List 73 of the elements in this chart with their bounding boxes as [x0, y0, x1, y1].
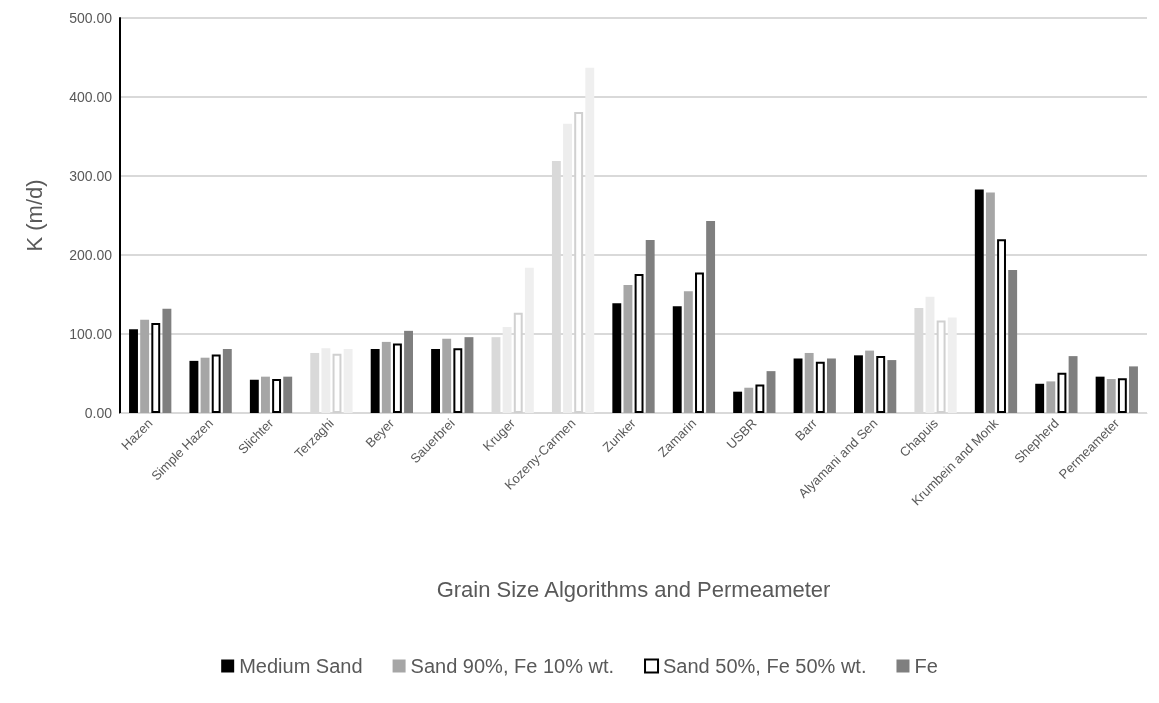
bar — [706, 221, 716, 413]
bar — [672, 306, 682, 413]
bar — [826, 358, 836, 413]
bar — [442, 338, 452, 413]
bar — [211, 354, 221, 413]
y-tick-label: 400.00 — [69, 89, 113, 105]
bar — [585, 67, 595, 413]
bar — [974, 189, 984, 413]
bar — [887, 360, 897, 413]
bar — [453, 348, 463, 413]
bar — [1106, 379, 1116, 413]
bar — [563, 123, 572, 413]
bar — [343, 349, 353, 413]
bar — [140, 319, 150, 413]
x-axis-title: Grain Size Algorithms and Permeameter — [436, 576, 831, 602]
bar — [925, 296, 935, 413]
bar — [404, 330, 413, 413]
bar — [733, 391, 743, 413]
bar — [464, 337, 474, 413]
y-tick-label: 500.00 — [69, 10, 113, 26]
y-tick-label: 300.00 — [69, 168, 113, 184]
bar — [634, 273, 644, 413]
y-axis-title: K (m/d) — [21, 179, 47, 252]
bar — [261, 376, 270, 413]
bar — [1008, 270, 1018, 413]
legend-label: Medium Sand — [239, 655, 363, 677]
bar — [755, 384, 765, 413]
bar — [744, 387, 754, 413]
bar — [524, 267, 534, 413]
legend-label: Sand 90%, Fe 10% wt. — [410, 655, 615, 677]
bar — [876, 356, 886, 413]
bar — [985, 192, 995, 413]
bar — [695, 272, 704, 413]
bar — [854, 355, 863, 413]
bar — [189, 360, 199, 413]
bar — [431, 349, 441, 413]
bar — [815, 361, 825, 413]
bar — [612, 303, 622, 413]
legend-label: Fe — [914, 655, 938, 677]
y-tick-label: 100.00 — [69, 326, 113, 342]
bar — [370, 349, 380, 413]
bar — [865, 350, 875, 413]
bar — [1117, 378, 1127, 413]
bar — [249, 379, 259, 413]
bar — [381, 341, 391, 413]
bar — [222, 349, 232, 413]
bar — [151, 322, 161, 413]
bar — [129, 329, 138, 413]
x-tick-label: Barr — [792, 415, 821, 444]
bar — [1068, 356, 1078, 413]
bar — [1035, 383, 1045, 413]
bar — [623, 285, 633, 413]
bar — [793, 358, 803, 413]
bar — [645, 239, 655, 413]
y-tick-label: 200.00 — [69, 247, 113, 263]
bar — [997, 239, 1006, 413]
bar — [804, 352, 814, 413]
bar — [502, 326, 512, 413]
bar — [1095, 376, 1105, 413]
bar — [947, 317, 957, 413]
legend-label: Sand 50%, Fe 50% wt. — [663, 655, 867, 677]
bar — [283, 376, 293, 413]
bar — [272, 379, 282, 413]
bar — [683, 291, 693, 413]
bar — [162, 308, 172, 413]
y-tick-label: 0.00 — [84, 405, 113, 421]
bar — [1046, 381, 1056, 413]
bar — [392, 343, 402, 413]
bar — [1057, 372, 1067, 413]
bar — [1129, 366, 1138, 413]
bar — [766, 371, 776, 413]
bar — [200, 357, 210, 413]
bar — [321, 348, 331, 413]
